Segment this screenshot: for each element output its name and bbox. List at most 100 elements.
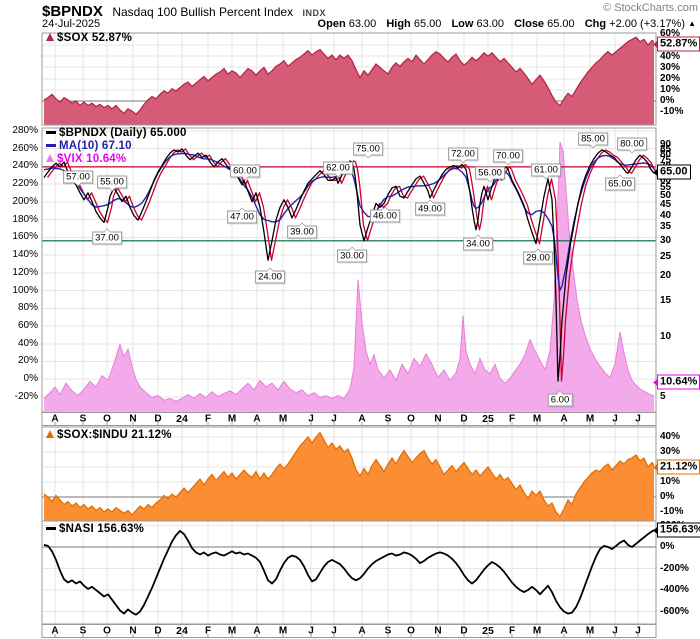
month-label-bottom: A [358,625,366,637]
legend-ma-label: MA(10) 67.10 [59,140,132,152]
month-label-bottom: S [79,625,87,637]
y-axis-tick-right: 60% [660,28,681,39]
y-axis-tick-right: 55 [660,182,672,193]
month-label-bottom: J [612,625,618,637]
y-axis-tick-left: -20% [14,390,38,402]
y-axis-tick-left: 20% [17,355,38,367]
y-axis-tick-right: 10 [660,331,672,342]
month-label-bottom: M [278,625,288,637]
y-axis-tick-right: 40% [660,431,681,442]
y-axis-tick-right: 20% [660,73,681,84]
price-annotation-callout: 61.00 [531,163,561,180]
month-label-bottom: M [585,625,595,637]
month-label-top: A [253,413,261,425]
price-annotation-callout: 49.00 [415,199,445,216]
month-label-top: O [407,413,415,425]
y-axis-tick-left: 100% [12,284,38,296]
month-label-top: F [204,413,212,425]
y-axis-tick-right: -600% [660,606,689,617]
legend-vix-label: $VIX 10.64% [57,153,127,165]
price-annotation-callout: 30.00 [337,246,367,263]
month-label-top: S [79,413,87,425]
chg-up-arrow-icon: ▲ [688,19,696,28]
month-label-bottom: A [253,625,261,637]
price-annotation-callout: 47.00 [227,207,257,224]
price-annotation-callout: 46.00 [370,206,400,223]
month-label-bottom: O [407,625,415,637]
y-axis-tick-right: 10% [660,476,681,487]
month-label-bottom: J [331,625,337,637]
month-label-bottom: A [51,625,59,637]
y-axis-tick-left: 260% [12,142,38,154]
y-axis-tick-left: 280% [12,125,38,136]
low-label: Low [451,18,474,30]
line-series-icon [46,144,56,147]
month-label-bottom: 25 [482,625,494,637]
month-label-top: D [460,413,468,425]
price-annotation-callout: 70.00 [493,149,523,166]
quote-row: 24-Jul-2025 Open 63.00 High 65.00 Low 63… [42,18,698,32]
exchange-label: INDX [302,8,327,18]
month-label-top: N [434,413,442,425]
month-label-top: A [358,413,366,425]
y-axis-tick-right: 5 [660,391,666,402]
y-axis-tick-right: 35 [660,221,672,232]
last-value-callout-nasi: 156.63% [652,522,700,538]
y-axis-tick-left: 0% [23,373,38,385]
y-axis-tick-right: 90 [660,139,672,150]
month-label-top: D [154,413,162,425]
symbol: $BPNDX [42,3,103,20]
price-annotation-callout: 56.00 [475,166,505,183]
chart-header: $BPNDX Nasdaq 100 Bullish Percent Index … [42,3,698,20]
y-axis-tick-right: 30% [660,62,681,73]
y-axis-tick-right: 80 [660,149,672,160]
month-label-bottom: N [129,625,137,637]
month-label-top: A [51,413,59,425]
legend-sox-indu-label: $SOX:$INDU 21.12% [57,429,172,441]
legend-sox-label: $SOX 52.87% [57,32,133,44]
price-annotation-callout: 62.00 [323,161,353,178]
legend-bpndx-label: $BPNDX (Daily) 65.000 [59,127,187,139]
month-label-top: F [508,413,516,425]
price-annotation-callout: 24.00 [255,267,285,284]
month-label-bottom: D [154,625,162,637]
price-annotation-callout: 75.00 [353,142,383,159]
chart-date: 24-Jul-2025 [42,18,101,30]
price-annotation-callout: 85.00 [578,132,608,149]
legend-sox: $SOX 52.87% [46,32,132,44]
price-annotation-callout: 80.00 [617,137,647,154]
y-axis-tick-left: 200% [12,195,38,207]
price-annotation-callout: 34.00 [463,234,493,251]
y-axis-tick-left: 140% [12,249,38,261]
month-label-bottom: M [227,625,237,637]
y-axis-tick-right: -200% [660,563,689,574]
y-axis-tick-right: -400% [660,584,689,595]
month-label-bottom: M [532,625,542,637]
month-label-top: S [384,413,392,425]
line-series-icon [46,527,56,530]
month-label-top: M [532,413,542,425]
y-axis-tick-left: 120% [12,266,38,278]
month-label-bottom: F [508,625,516,637]
month-label-top: M [278,413,288,425]
month-label-top: N [129,413,137,425]
month-label-top: 25 [482,413,494,425]
y-axis-tick-right: 30 [660,235,672,246]
price-annotation-callout: 37.00 [92,228,122,245]
y-axis-tick-right: 25 [660,251,672,262]
y-axis-tick-left: 220% [12,178,38,190]
month-label-top: J [612,413,618,425]
price-annotation-callout: 6.00 [547,390,573,407]
y-axis-tick-right: 10% [660,84,681,95]
area-series-icon [46,33,54,41]
high-label: High [386,18,411,30]
y-axis-tick-left: 80% [17,302,38,314]
month-label-top: J [308,413,314,425]
y-axis-tick-right: 0% [660,95,675,106]
price-annotation-callout: 55.00 [97,175,127,192]
y-axis-tick-left: 180% [12,213,38,225]
last-value-callout-vix: 10.64% [652,374,700,390]
y-axis-tick-left: 240% [12,160,38,172]
month-label-bottom: A [560,625,568,637]
